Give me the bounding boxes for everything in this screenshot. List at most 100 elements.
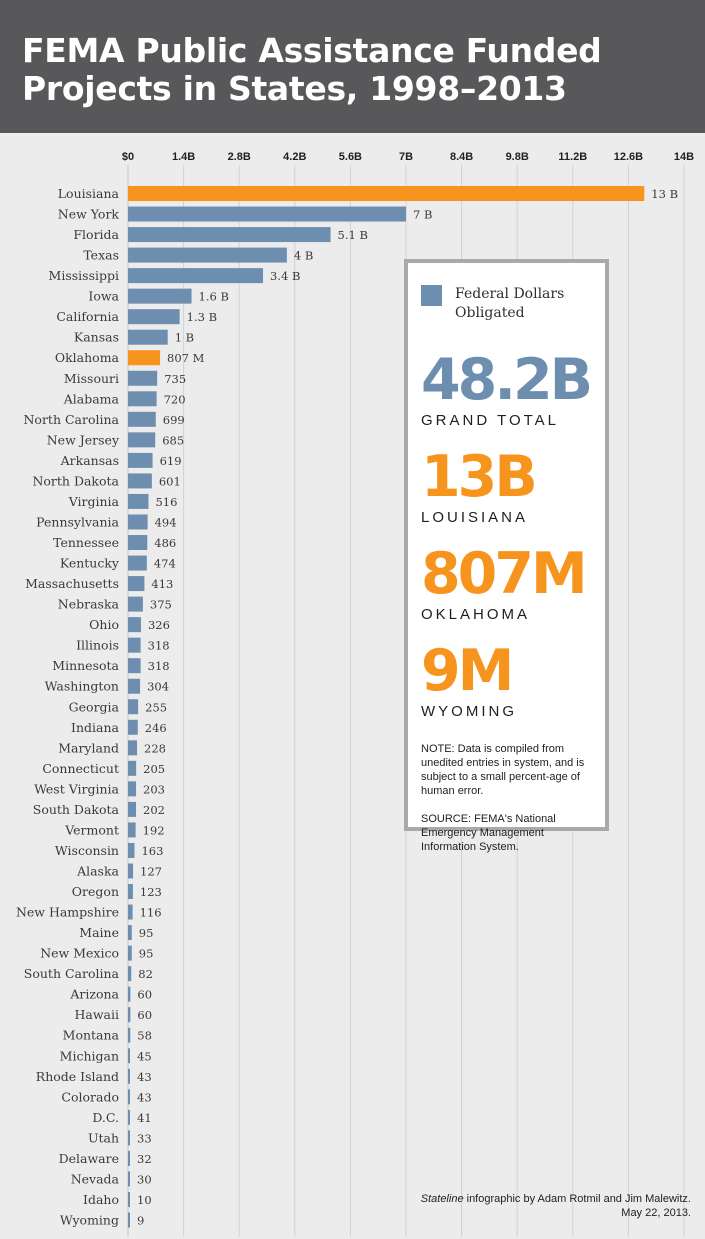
stat-grand-total: 48.2B GRAND TOTAL: [421, 352, 605, 430]
category-label-maryland: Maryland: [58, 740, 119, 755]
bar-iowa: [128, 288, 192, 304]
data-label-florida: 5.1 B: [338, 228, 368, 242]
category-label-ohio: Ohio: [89, 617, 119, 632]
category-label-oregon: Oregon: [72, 884, 119, 899]
bar-maryland: [128, 740, 138, 756]
x-tick-label-9: 12.6B: [614, 151, 643, 163]
bar-north-dakota: [128, 473, 152, 489]
data-label-wisconsin: 163: [141, 844, 163, 858]
data-label-indiana: 246: [145, 721, 167, 735]
category-label-louisiana: Louisiana: [58, 186, 120, 201]
data-label-arkansas: 619: [160, 454, 182, 468]
bar-louisiana: [128, 186, 645, 201]
data-label-d-c: 41: [137, 1111, 152, 1125]
data-label-utah: 33: [137, 1131, 152, 1145]
data-label-illinois: 318: [148, 639, 170, 653]
data-label-minnesota: 318: [148, 659, 170, 673]
stat-louisiana-value: 13B: [421, 444, 538, 510]
x-tick-label-0: $0: [122, 151, 134, 163]
category-label-oklahoma: Oklahoma: [55, 350, 120, 365]
category-label-california: California: [56, 309, 119, 324]
category-label-kansas: Kansas: [74, 330, 119, 345]
category-label-idaho: Idaho: [83, 1192, 119, 1207]
category-label-new-mexico: New Mexico: [40, 946, 119, 961]
category-label-alabama: Alabama: [63, 391, 120, 406]
chart-title-line-1: FEMA Public Assistance Funded: [22, 31, 602, 70]
bar-delaware: [128, 1150, 130, 1166]
stat-oklahoma-label: OKLAHOMA: [421, 606, 531, 623]
credit-authors: infographic by Adam Rotmil and Jim Malew…: [463, 1193, 691, 1205]
data-label-texas: 4 B: [294, 249, 313, 263]
bar-nevada: [128, 1171, 130, 1187]
credit: Stateline infographic by Adam Rotmil and…: [421, 1192, 691, 1220]
category-label-massachusetts: Massachusetts: [25, 576, 119, 591]
category-label-alaska: Alaska: [76, 863, 119, 878]
bar-hawaii: [128, 1007, 131, 1023]
bar-massachusetts: [128, 576, 145, 592]
data-label-virginia: 516: [155, 495, 177, 509]
data-label-arizona: 60: [137, 988, 152, 1002]
bar-wyoming: [128, 1212, 130, 1228]
data-label-louisiana: 13 B: [651, 187, 678, 201]
bar-new-jersey: [128, 432, 156, 448]
category-label-missouri: Missouri: [64, 371, 119, 386]
category-label-new-hampshire: New Hampshire: [16, 905, 119, 920]
data-label-kentucky: 474: [154, 557, 176, 571]
bar-rhode-island: [128, 1068, 130, 1084]
bar-connecticut: [128, 760, 137, 776]
data-label-alaska: 127: [140, 864, 162, 878]
category-label-colorado: Colorado: [61, 1089, 119, 1104]
category-label-hawaii: Hawaii: [74, 1007, 119, 1022]
category-label-utah: Utah: [88, 1130, 119, 1145]
category-label-mississippi: Mississippi: [49, 268, 119, 283]
category-label-rhode-island: Rhode Island: [36, 1069, 119, 1084]
bar-indiana: [128, 719, 138, 735]
data-label-missouri: 735: [164, 372, 186, 386]
data-label-california: 1.3 B: [187, 310, 217, 324]
bar-missouri: [128, 370, 158, 386]
credit-line-1: Stateline infographic by Adam Rotmil and…: [421, 1192, 691, 1206]
data-note: NOTE: Data is compiled from unedited ent…: [421, 743, 585, 797]
data-label-maryland: 228: [144, 741, 166, 755]
bar-montana: [128, 1027, 131, 1043]
bar-pennsylvania: [128, 514, 148, 530]
category-label-north-carolina: North Carolina: [23, 412, 119, 427]
data-label-iowa: 1.6 B: [199, 290, 229, 304]
x-tick-label-3: 4.2B: [283, 151, 306, 163]
x-tick-label-8: 11.2B: [558, 151, 587, 163]
stat-wyoming: 9M WYOMING: [421, 638, 605, 721]
category-label-d-c: D.C.: [92, 1110, 119, 1125]
category-label-new-jersey: New Jersey: [47, 432, 120, 447]
category-label-pennsylvania: Pennsylvania: [36, 514, 119, 529]
category-label-nebraska: Nebraska: [58, 597, 120, 612]
bar-oregon: [128, 884, 133, 900]
category-label-indiana: Indiana: [71, 720, 119, 735]
bar-d-c: [128, 1109, 130, 1125]
category-label-delaware: Delaware: [59, 1151, 119, 1166]
stat-oklahoma-value: 807M: [421, 541, 588, 607]
data-label-hawaii: 60: [137, 1008, 152, 1022]
x-tick-label-5: 7B: [399, 151, 413, 163]
data-label-new-jersey: 685: [162, 433, 184, 447]
stat-wyoming-value: 9M: [421, 638, 514, 704]
category-label-texas: Texas: [83, 248, 119, 263]
credit-date: May 22, 2013.: [621, 1207, 691, 1219]
data-label-colorado: 43: [137, 1090, 152, 1104]
bar-new-mexico: [128, 945, 132, 961]
bar-north-carolina: [128, 411, 156, 427]
x-tick-label-7: 9.8B: [506, 151, 529, 163]
x-tick-label-10: 14B: [674, 151, 694, 163]
category-label-georgia: Georgia: [69, 699, 120, 714]
data-label-rhode-island: 43: [137, 1070, 152, 1084]
bar-oklahoma: [128, 350, 161, 366]
data-label-connecticut: 205: [143, 762, 165, 776]
bar-arizona: [128, 986, 131, 1002]
category-label-new-york: New York: [58, 207, 120, 222]
data-label-new-mexico: 95: [139, 947, 154, 961]
category-label-washington: Washington: [45, 679, 119, 694]
category-label-wyoming: Wyoming: [60, 1213, 119, 1228]
data-label-south-dakota: 202: [143, 803, 165, 817]
category-label-south-dakota: South Dakota: [33, 802, 120, 817]
data-label-maine: 95: [139, 926, 154, 940]
data-label-kansas: 1 B: [175, 331, 194, 345]
